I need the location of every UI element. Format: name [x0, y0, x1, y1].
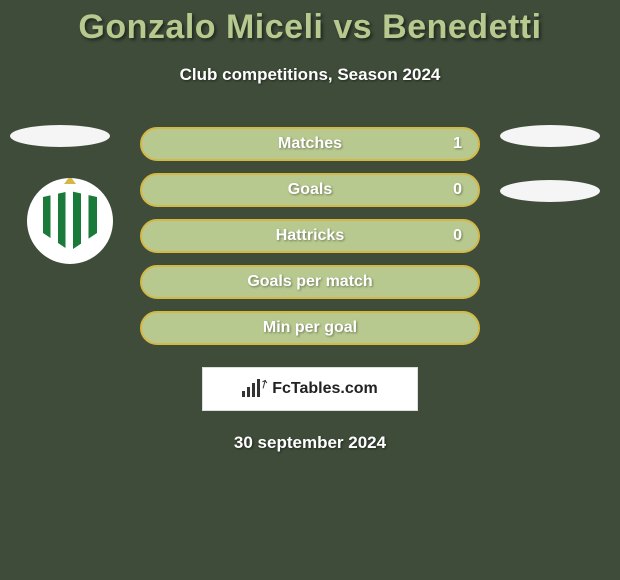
season-subtitle: Club competitions, Season 2024	[0, 65, 620, 85]
logo-text: FcTables.com	[272, 380, 378, 398]
stat-value: 1	[453, 135, 462, 153]
stats-container: Matches 1 Goals 0 Hattricks 0 Goals per …	[140, 127, 480, 345]
shield-star-icon	[64, 178, 76, 184]
stat-label: Goals	[288, 181, 332, 199]
player-oval-left	[10, 125, 110, 147]
stat-bar-min-per-goal: Min per goal	[140, 311, 480, 345]
team-badge	[27, 178, 113, 264]
stat-bar-goals-per-match: Goals per match	[140, 265, 480, 299]
player-oval-right-2	[500, 180, 600, 202]
date-label: 30 september 2024	[0, 433, 620, 453]
stat-value: 0	[453, 181, 462, 199]
stat-bar-goals: Goals 0	[140, 173, 480, 207]
stat-label: Matches	[278, 135, 342, 153]
stat-value: 0	[453, 227, 462, 245]
stat-label: Min per goal	[263, 319, 357, 337]
stat-label: Hattricks	[276, 227, 344, 245]
stat-label: Goals per match	[247, 273, 372, 291]
stat-bar-hattricks: Hattricks 0	[140, 219, 480, 253]
fctables-logo[interactable]: ↗ FcTables.com	[202, 367, 418, 411]
shield-icon	[43, 191, 97, 251]
comparison-title: Gonzalo Miceli vs Benedetti	[0, 0, 620, 47]
player-oval-right-1	[500, 125, 600, 147]
chart-icon: ↗	[242, 379, 266, 399]
stat-bar-matches: Matches 1	[140, 127, 480, 161]
